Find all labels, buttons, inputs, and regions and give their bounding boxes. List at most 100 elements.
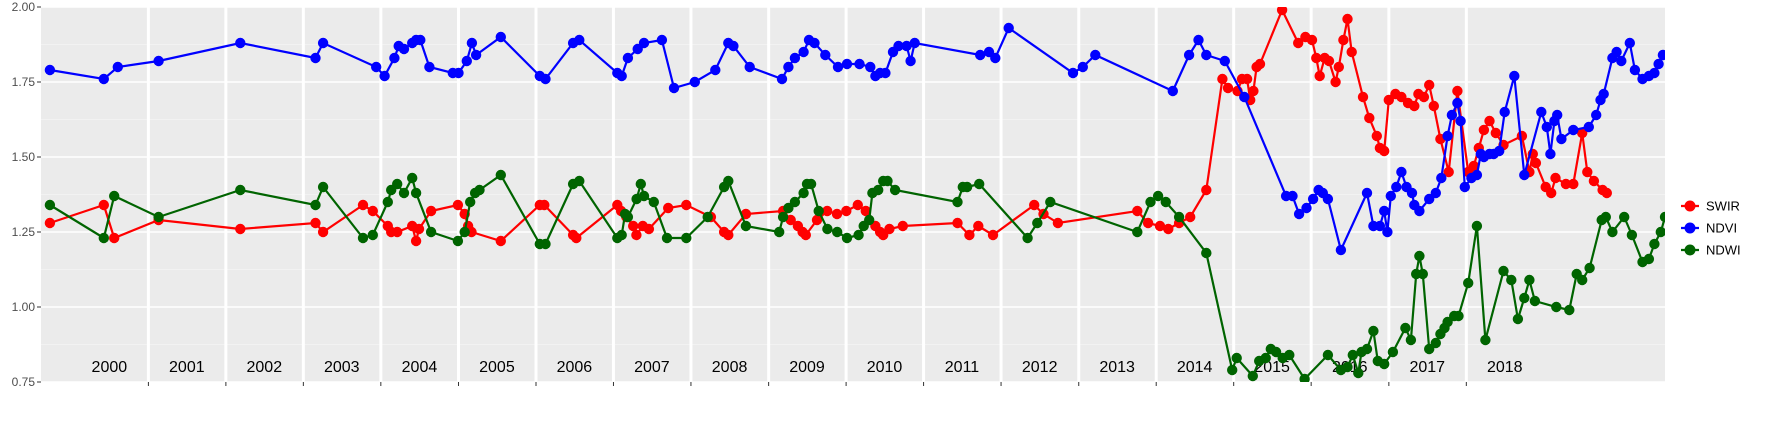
x-axis	[147, 382, 1467, 386]
data-point-ndwi	[1260, 352, 1271, 364]
y-tick-label: 1.50	[12, 150, 36, 164]
data-point-ndvi	[689, 76, 700, 88]
data-point-ndvi	[1624, 37, 1636, 49]
data-point-ndwi	[648, 196, 659, 208]
data-point-ndvi	[820, 49, 831, 61]
data-point-ndvi	[1545, 148, 1556, 160]
data-point-swir	[897, 220, 908, 232]
data-point-ndwi	[540, 238, 551, 250]
data-point-swir	[1560, 178, 1572, 190]
data-point-ndwi	[1414, 250, 1425, 262]
data-point-swir	[663, 202, 674, 214]
data-point-swir	[631, 229, 642, 241]
data-point-swir	[452, 199, 464, 211]
data-point-ndwi	[1655, 226, 1665, 238]
data-point-ndvi	[1385, 190, 1397, 202]
data-point-ndwi	[1387, 346, 1399, 358]
data-point-swir	[1443, 166, 1454, 178]
data-point-ndwi	[1626, 229, 1638, 241]
data-point-ndvi	[744, 61, 755, 73]
data-point-ndwi	[1480, 334, 1491, 346]
data-point-swir	[1342, 13, 1353, 25]
data-point-ndvi	[1239, 91, 1250, 103]
year-label: 2014	[1177, 359, 1213, 376]
data-point-swir	[1052, 217, 1064, 229]
data-point-ndvi	[656, 34, 668, 46]
data-point-ndwi	[1577, 274, 1588, 286]
data-point-ndvi	[1494, 145, 1505, 157]
data-point-ndwi	[407, 172, 418, 184]
data-point-swir	[1248, 85, 1259, 97]
data-point-ndvi	[616, 70, 627, 82]
data-point-ndwi	[1353, 367, 1364, 379]
data-point-ndwi	[1417, 268, 1429, 280]
data-point-swir	[1452, 85, 1463, 97]
data-point-ndwi	[1643, 253, 1655, 265]
data-point-ndwi	[392, 178, 403, 190]
data-point-ndwi	[1045, 196, 1056, 208]
data-point-ndvi	[865, 61, 876, 73]
data-point-ndwi	[459, 226, 470, 238]
data-point-ndvi	[1361, 187, 1373, 199]
data-point-swir	[1478, 124, 1490, 136]
data-point-swir	[884, 223, 895, 235]
data-point-ndvi	[1430, 187, 1442, 199]
data-point-ndvi	[638, 37, 650, 49]
data-point-ndvi	[1541, 121, 1553, 133]
data-point-ndvi	[622, 52, 634, 64]
data-point-ndvi	[98, 73, 110, 85]
data-point-ndwi	[1524, 274, 1535, 286]
data-point-ndvi	[1556, 133, 1567, 145]
year-label: 2008	[712, 359, 748, 376]
data-point-ndwi	[1607, 226, 1618, 238]
year-label: 2010	[867, 359, 903, 376]
data-point-ndwi	[357, 232, 369, 244]
data-point-swir	[539, 199, 550, 211]
data-point-ndvi	[975, 49, 986, 61]
data-point-ndwi	[1584, 262, 1595, 274]
data-point-ndvi	[1509, 70, 1520, 82]
data-point-swir	[1588, 175, 1600, 187]
data-point-ndvi	[317, 37, 329, 49]
y-axis: 0.75 1.00 1.25 1.50 1.75 2.00	[12, 0, 41, 389]
data-point-ndvi	[1414, 205, 1425, 217]
data-point-ndvi	[1446, 109, 1458, 121]
data-point-ndwi	[425, 226, 437, 238]
data-point-swir	[643, 223, 655, 235]
data-point-ndwi	[1160, 196, 1172, 208]
data-point-swir	[1468, 160, 1480, 172]
data-point-swir	[1418, 91, 1430, 103]
data-point-ndvi	[789, 52, 801, 64]
data-point-ndvi	[1293, 208, 1305, 220]
data-point-ndwi	[1173, 211, 1185, 223]
data-point-ndwi	[1424, 343, 1435, 355]
data-point-ndvi	[798, 46, 809, 58]
data-point-ndwi	[1347, 349, 1359, 361]
year-label: 2004	[402, 359, 438, 376]
data-point-ndwi	[974, 178, 985, 190]
data-point-ndwi	[822, 223, 833, 235]
year-label: 2005	[479, 359, 515, 376]
data-point-ndvi	[1322, 193, 1334, 205]
data-point-ndwi	[367, 229, 378, 241]
data-point-ndvi	[1193, 34, 1204, 46]
data-point-swir	[1338, 34, 1349, 46]
data-point-swir	[964, 229, 975, 241]
y-tick-label: 2.00	[12, 0, 36, 14]
data-point-swir	[973, 220, 984, 232]
data-point-swir	[1357, 91, 1369, 103]
data-point-swir	[1424, 79, 1435, 91]
data-point-ndwi	[882, 175, 893, 187]
data-point-ndwi	[474, 184, 485, 196]
data-point-ndwi	[1400, 322, 1411, 334]
data-point-swir	[1396, 91, 1407, 103]
data-point-swir	[1029, 199, 1040, 211]
data-point-ndwi	[702, 211, 713, 223]
data-point-ndvi	[905, 55, 916, 67]
data-point-swir	[852, 199, 863, 211]
data-point-swir	[1201, 184, 1212, 196]
data-point-ndvi	[1183, 49, 1195, 61]
data-point-ndvi	[389, 52, 400, 64]
data-point-ndvi	[371, 61, 382, 73]
